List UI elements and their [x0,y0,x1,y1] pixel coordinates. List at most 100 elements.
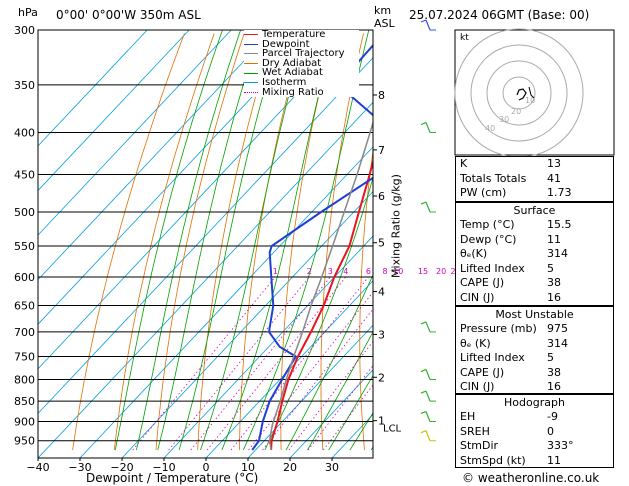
surface-row: θₑ(K) 314 [460,247,568,261]
wind-barb [425,430,431,441]
hodo-ring-label-10: 10 [525,96,535,105]
wind-barb [425,411,431,422]
pressure-tick-label: 500 [14,206,35,219]
asl-label: ASL [374,17,395,30]
hodo-ring-label-20: 20 [511,107,521,116]
location-title: 0°00' 0°00'W 350m ASL [56,8,201,22]
legend-item: Dewpoint [244,38,359,50]
x-axis-label: Dewpoint / Temperature (°C) [86,471,259,485]
isotherm-line [121,190,373,458]
x-tick-label: 0 [203,461,210,474]
wind-barb-flag [420,201,427,205]
km-tick-label: 2 [378,371,385,384]
legend-label: Temperature [262,29,326,40]
surface-row: Lifted Index 5 [460,261,554,275]
pressure-tick-label: 650 [14,300,35,313]
dry-adiabat [72,33,185,451]
legend-label: Dewpoint [262,38,310,50]
isotherm-line [38,30,358,370]
dry-adiabat [197,33,275,451]
isotherm-line [79,146,373,458]
mixing-ratio-label: 10 [393,267,403,276]
dry-adiabat [359,148,373,451]
wet-adiabat [328,374,373,451]
isotherm-line [38,57,373,415]
most-unstable-title: Most Unstable [495,308,574,321]
pressure-tick-label: 400 [14,127,35,140]
hodograph-table-box: Hodograph EH -9 SREH 0 StmDir 333° StmSpd (… [455,394,614,468]
legend-item: Mixing Ratio [244,87,359,98]
hodo-ring-20 [486,60,552,126]
x-tick-label: −10 [152,461,175,474]
dry-adiabat [239,33,305,451]
hodo-trace [516,88,527,101]
wind-barb-flag [420,390,427,394]
wet-adiabat [136,30,241,451]
km-tick-label: 3 [378,328,385,341]
legend-swatch [244,53,258,55]
pressure-tick-label: 700 [14,326,35,339]
surface-title: Surface [513,204,556,217]
wet-adiabat [221,30,336,451]
pressure-tick-label: 300 [14,24,35,37]
wet-adiabat [285,273,373,451]
mixing-ratio-label: 4 [343,267,348,276]
footer-credit: © weatheronline.co.uk [462,471,600,485]
surface-box: Surface Temp (°C) 15.5 Dewp (°C) 11 θₑ(K) 3… [455,202,614,306]
isotherm-line [38,101,373,458]
wind-barb [425,201,431,213]
wind-barb-flag [420,430,427,434]
dry-adiabat [434,34,453,451]
mixing-ratio-label: 8 [382,267,387,276]
pressure-tick-label: 900 [14,415,35,428]
wet-adiabat [200,30,307,451]
wind-barbs [420,19,436,442]
legend-item: Parcel Trajectory [244,49,359,59]
wind-barb [425,390,431,402]
km-tick-label: 7 [378,144,385,157]
wind-barb [425,122,431,133]
mixing-ratio-labels: 12346810152025 [273,267,461,276]
mixing-ratio-label: 1 [273,267,278,276]
wind-barb-flag [420,19,427,23]
legend-label: Parcel Trajectory [262,48,345,60]
surface-row: Dewp (°C) 11 [460,232,561,246]
isotherm-line [38,30,232,236]
legend-item: Wet Adiabat [244,68,359,78]
x-tick-label: 20 [283,461,297,474]
hodo-ring-10 [502,76,536,110]
most-unstable-box: Most Unstable Pressure (mb) 975 θₑ (K) 314… [455,306,614,394]
wind-barb-flag [420,321,427,325]
wind-barb [425,369,431,380]
mixing-ratio-label: 3 [328,267,333,276]
mu-row: θₑ (K) 314 [460,336,568,350]
lcl-label: LCL [383,424,402,435]
axes: 3003504004505005506006507007508008509009… [14,24,402,474]
legend-label: Isotherm [262,76,307,88]
mu-row: CAPE (J) 38 [460,365,561,379]
hodo-ring-30 [470,44,568,142]
mixing-ratio-line [248,291,373,451]
pressure-tick-label: 550 [14,240,35,253]
wet-adiabat [307,331,373,451]
hodograph: kt 10 20 30 40 [454,28,615,158]
surface-row: CIN (J) 16 [460,290,561,304]
hodograph-table-title: Hodograph [504,396,565,409]
datetime-title: 25.07.2024 06GMT (Base: 00) [409,8,590,22]
hodo-kt-label: kt [460,33,469,43]
legend-label: Dry Adiabat [262,57,322,69]
indices-box: K 13 Totals Totals 41 PW (cm) 1.73 [455,156,614,202]
pressure-tick-label: 450 [14,168,35,181]
isotherm-line [247,324,373,458]
legend: Temperature Dewpoint Parcel Trajectory Dry … [244,29,359,98]
wet-adiabat [114,30,223,451]
legend-swatch [244,43,258,45]
km-tick-label: 6 [378,190,385,203]
mixing-ratio-line [168,276,310,451]
km-label: km [374,4,392,17]
pressure-tick-label: 800 [14,374,35,387]
series-line-temperature [270,157,373,451]
isotherm-line [205,280,373,458]
legend-swatch [244,82,258,84]
dry-adiabat [113,33,215,451]
